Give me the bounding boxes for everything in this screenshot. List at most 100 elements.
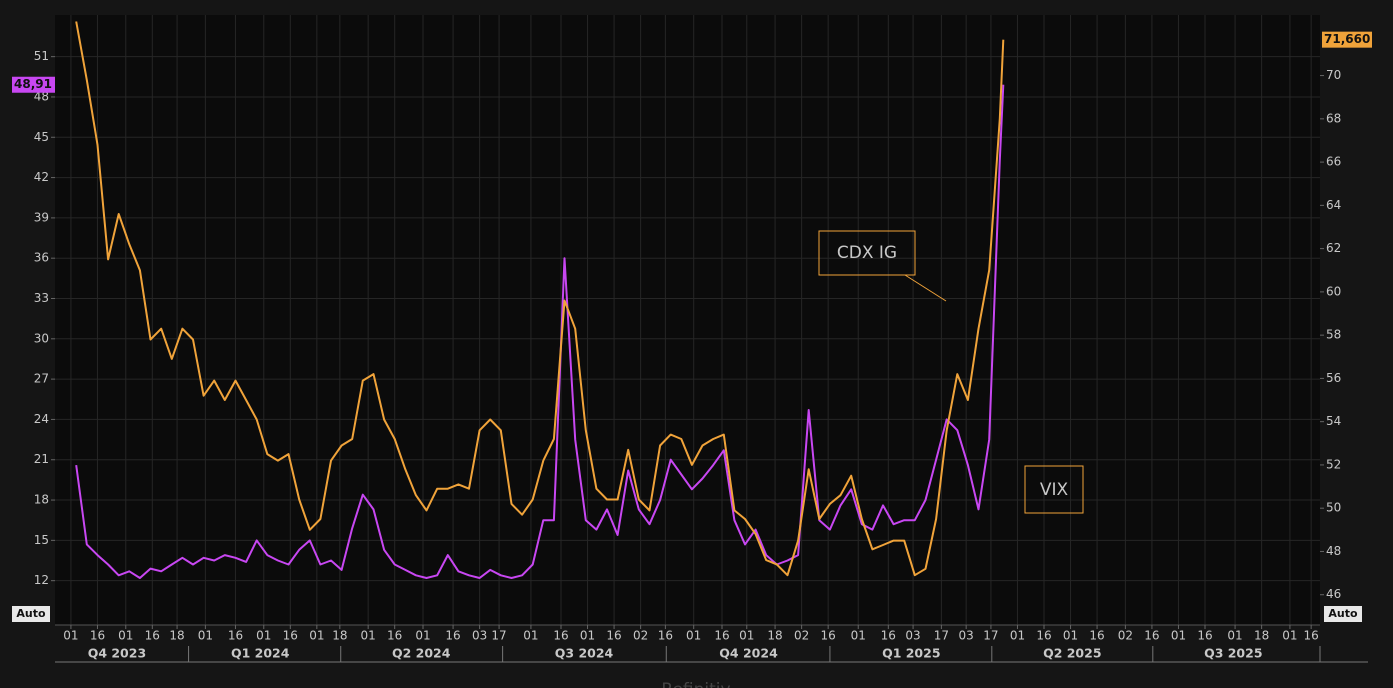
y-tick-label: 51: [34, 49, 49, 63]
x-tick-label: 01: [523, 629, 538, 643]
x-tick-label: 01: [361, 629, 376, 643]
y-tick-label: 48: [34, 89, 49, 103]
x-tick-label: 16: [387, 629, 402, 643]
x-tick-label: 18: [169, 629, 184, 643]
x-tick-label: 16: [1304, 629, 1319, 643]
x-tick-label: 01: [739, 629, 754, 643]
x-tick-label: 16: [821, 629, 836, 643]
x-tick-label: 02: [633, 629, 648, 643]
quarter-label: Q1 2024: [231, 646, 290, 661]
lines: [75, 21, 1005, 579]
x-tick-label: 16: [145, 629, 160, 643]
x-tick-label: 01: [256, 629, 271, 643]
x-tick-label: 01: [309, 629, 324, 643]
x-tick-label: 01: [1227, 629, 1242, 643]
y-tick-label: 30: [34, 331, 49, 345]
x-tick-label: 16: [606, 629, 621, 643]
y2-tick-label: 70: [1326, 68, 1341, 82]
annotation-leader: [904, 274, 947, 302]
quarter-label: Q2 2024: [392, 646, 451, 661]
y2-tick-label: 60: [1326, 284, 1341, 298]
y2-tick-label: 50: [1326, 501, 1341, 515]
y2-tick-label: 56: [1326, 371, 1341, 385]
annotation: VIX: [1040, 480, 1069, 500]
scale-button-label[interactable]: Auto: [1328, 607, 1358, 620]
x-tick-label: 03: [905, 629, 920, 643]
x-tick-label: 16: [1144, 629, 1159, 643]
scale-button-label[interactable]: Auto: [16, 607, 46, 620]
x-tick-label: 16: [1197, 629, 1212, 643]
series-line: [75, 84, 1005, 579]
x-tick-label: 16: [228, 629, 243, 643]
y2-tick-label: 68: [1326, 111, 1341, 125]
annotation: CDX IG: [837, 243, 897, 263]
x-tick-label: 01: [580, 629, 595, 643]
y-tick-label: 21: [34, 452, 49, 466]
x-tick-label: 01: [1063, 629, 1078, 643]
x-tick-label: 16: [90, 629, 105, 643]
last-value-tag: [12, 76, 55, 93]
x-tick-label: 02: [794, 629, 809, 643]
x-tick-label: 01: [415, 629, 430, 643]
quarter-label: Q3 2024: [555, 646, 614, 661]
x-tick-label: 01: [63, 629, 78, 643]
grid: [55, 15, 1320, 625]
annotation-box: [818, 230, 916, 276]
x-tick-label: 16: [445, 629, 460, 643]
y2-tick-label: 52: [1326, 457, 1341, 471]
x-tick-label: 18: [1254, 629, 1269, 643]
x-tick-label: 01: [198, 629, 213, 643]
x-tick-label: 16: [714, 629, 729, 643]
scale-button[interactable]: [12, 606, 50, 622]
x-tick-label: 16: [283, 629, 298, 643]
x-tick-label: 18: [332, 629, 347, 643]
plot-area: [55, 15, 1320, 625]
x-tick-label: 16: [658, 629, 673, 643]
x-tick-label: 18: [767, 629, 782, 643]
y2-tick-label: 64: [1326, 198, 1341, 212]
y-tick-label: 33: [34, 291, 49, 305]
x-tick-label: 01: [1282, 629, 1297, 643]
y-tick-label: 45: [34, 130, 49, 144]
y-tick-label: 39: [34, 210, 49, 224]
x-tick-label: 16: [553, 629, 568, 643]
y-tick-label: 27: [34, 372, 49, 386]
y2-tick-label: 54: [1326, 414, 1341, 428]
watermark: Refinitiv: [661, 680, 730, 688]
quarter-label: Q1 2025: [882, 646, 940, 661]
x-tick-label: 16: [1089, 629, 1104, 643]
x-tick-label: 03: [959, 629, 974, 643]
annotation-box: [1024, 465, 1084, 514]
y2-tick-label: 58: [1326, 328, 1341, 342]
x-tick-label: 01: [1171, 629, 1186, 643]
x-tick-label: 01: [851, 629, 866, 643]
x-tick-label: 17: [934, 629, 949, 643]
y-tick-label: 18: [34, 493, 49, 507]
x-tick-label: 02: [1118, 629, 1133, 643]
x-tick-label: 16: [881, 629, 896, 643]
x-tick-label: 01: [686, 629, 701, 643]
y-tick-label: 15: [34, 533, 49, 547]
last-value-label: 71,660: [1324, 32, 1370, 46]
last-value-label: 48,91: [14, 77, 52, 91]
series-line: [75, 21, 1005, 577]
quarter-label: Q3 2025: [1204, 646, 1262, 661]
y-tick-label: 36: [34, 251, 49, 265]
quarter-label: Q4 2023: [88, 646, 146, 661]
y2-tick-label: 66: [1326, 155, 1341, 169]
y2-tick-label: 62: [1326, 241, 1341, 255]
quarter-label: Q2 2025: [1043, 646, 1101, 661]
x-tick-label: 01: [1010, 629, 1025, 643]
scale-button[interactable]: [1324, 606, 1362, 622]
x-tick-label: 17: [983, 629, 998, 643]
y-tick-label: 42: [34, 170, 49, 184]
y-tick-label: 12: [34, 573, 49, 587]
x-tick-label: 03: [472, 629, 487, 643]
x-tick-label: 17: [491, 629, 506, 643]
x-tick-label: 01: [118, 629, 133, 643]
quarter-label: Q4 2024: [719, 646, 778, 661]
x-tick-label: 16: [1036, 629, 1051, 643]
last-value-tag: [1322, 31, 1372, 48]
y2-tick-label: 46: [1326, 587, 1341, 601]
